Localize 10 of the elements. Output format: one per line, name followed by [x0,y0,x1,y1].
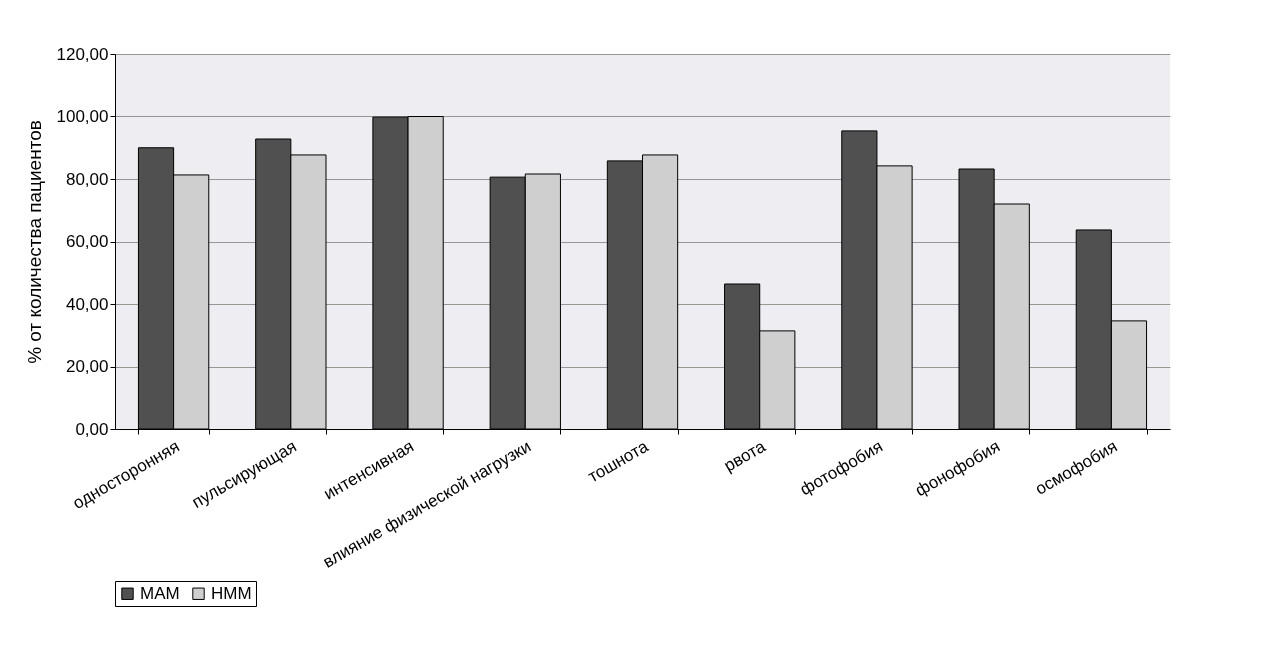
y-tick-label: 60,00 [65,232,109,251]
y-axis-title: % от количества пациентов [23,120,45,364]
y-tick-label: 0,00 [75,419,109,439]
y-tick-label: 20,00 [65,357,109,376]
y-tick-label: 120,00 [56,44,109,64]
y-tick-label: 80,00 [65,169,109,189]
legend-label: МАМ [140,583,180,603]
legend-label: НММ [211,583,252,603]
y-tick-label: 40,00 [65,294,109,314]
y-tick-label: 100,00 [56,107,109,126]
